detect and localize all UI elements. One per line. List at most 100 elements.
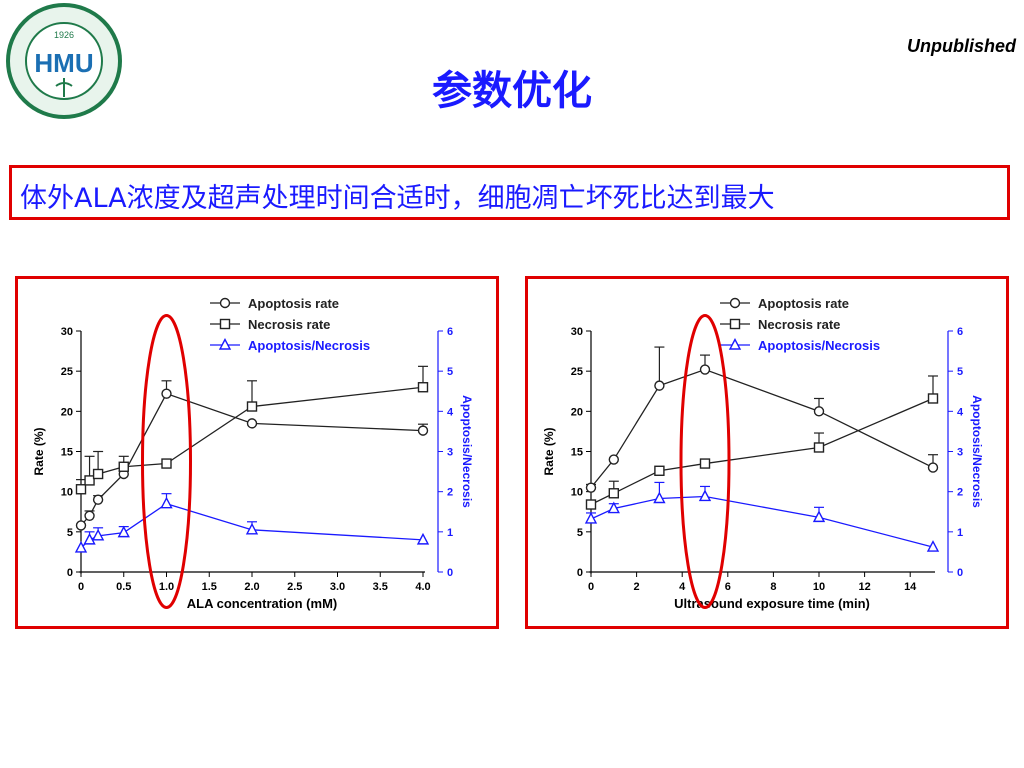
data-point <box>927 393 939 404</box>
legend-entry: Apoptosis rate <box>248 296 339 311</box>
y2-axis-label: Apoptosis/Necrosis <box>460 395 474 508</box>
chart-panel-ultrasound: 0 5 10 15 20 25 30 0 1 2 3 4 5 6 0 2 4 6 8 10 12 14 Ultrasound… <box>525 276 1009 629</box>
data-point <box>84 475 95 486</box>
legend-marker <box>729 318 741 330</box>
data-point <box>607 501 620 514</box>
y-tick-label: 0 <box>577 567 583 579</box>
y2-tick-label: 6 <box>957 326 963 338</box>
y2-tick-label: 2 <box>957 487 963 499</box>
data-point <box>416 532 430 545</box>
y-tick-label: 30 <box>61 326 73 338</box>
data-point <box>117 525 130 538</box>
data-point <box>813 442 825 453</box>
data-point <box>160 496 173 509</box>
y-tick-label: 10 <box>571 487 583 499</box>
data-point <box>83 532 96 545</box>
data-point <box>927 462 939 473</box>
x-tick-label: 3.5 <box>373 581 388 593</box>
y-axis-label: Rate (%) <box>542 427 556 475</box>
highlight-ellipse <box>679 314 731 609</box>
data-point <box>161 458 172 469</box>
data-point <box>654 465 665 476</box>
data-point <box>245 522 259 535</box>
data-point <box>699 458 711 469</box>
x-tick-label: 8 <box>770 581 776 593</box>
data-point <box>118 461 129 472</box>
y-tick-label: 25 <box>571 366 583 378</box>
svg-text:HMU: HMU <box>34 48 93 78</box>
legend-marker <box>729 297 741 309</box>
callout-text: 体外ALA浓度及超声处理时间合适时，细胞凋亡坏死比达到最大 <box>20 183 775 214</box>
data-point <box>653 491 666 504</box>
data-point <box>75 520 87 531</box>
legend-entry: Necrosis rate <box>248 317 330 332</box>
x-tick-label: 4 <box>679 581 686 593</box>
x-tick-label: 2.5 <box>287 581 302 593</box>
data-point <box>417 425 429 436</box>
x-tick-label: 0 <box>588 581 594 593</box>
data-point <box>74 540 88 553</box>
data-point <box>246 401 258 412</box>
data-point <box>92 494 104 505</box>
university-logo: 1926 HMU <box>4 2 124 120</box>
x-tick-label: 0.5 <box>116 581 131 593</box>
data-point <box>92 468 104 480</box>
y2-tick-label: 5 <box>957 366 963 378</box>
data-point <box>585 499 597 510</box>
data-point <box>585 482 597 493</box>
x-axis-label: ALA concentration (mM) <box>187 596 337 611</box>
x-tick-label: 3.0 <box>330 581 345 593</box>
y-tick-label: 5 <box>67 527 73 539</box>
y2-tick-label: 1 <box>447 527 453 539</box>
data-point <box>654 380 665 391</box>
y-tick-label: 20 <box>571 406 583 418</box>
unpublished-label: Unpublished <box>907 36 1016 56</box>
y-tick-label: 0 <box>67 567 73 579</box>
highlight-ellipse <box>141 314 192 609</box>
y2-tick-label: 2 <box>447 487 453 499</box>
x-tick-label: 2 <box>634 581 640 593</box>
x-tick-label: 1.0 <box>159 581 174 593</box>
y2-tick-label: 6 <box>447 326 453 338</box>
y-tick-label: 20 <box>61 406 73 418</box>
legend-marker <box>218 337 232 350</box>
y-axis-label: Rate (%) <box>32 427 46 475</box>
data-point <box>699 364 711 375</box>
y2-tick-label: 1 <box>957 527 963 539</box>
y2-tick-label: 0 <box>957 567 963 579</box>
y2-tick-label: 3 <box>447 447 453 459</box>
page-title: 参数优化 <box>432 68 592 114</box>
y2-tick-label: 5 <box>447 366 453 378</box>
legend-entry: Necrosis rate <box>758 317 840 332</box>
legend-entry: Apoptosis rate <box>758 296 849 311</box>
y-tick-label: 15 <box>571 447 583 459</box>
legend-marker <box>219 297 231 309</box>
y2-tick-label: 4 <box>447 406 454 418</box>
legend-entry: Apoptosis/Necrosis <box>248 338 370 353</box>
x-tick-label: 2.0 <box>244 581 259 593</box>
callout-box <box>9 165 1010 220</box>
y2-tick-label: 4 <box>957 406 964 418</box>
legend-marker <box>728 337 742 350</box>
data-point <box>161 388 172 399</box>
x-tick-label: 6 <box>725 581 731 593</box>
data-point <box>608 488 620 499</box>
x-tick-label: 1.5 <box>202 581 217 593</box>
series-line <box>590 495 934 548</box>
data-point <box>417 382 429 393</box>
data-point <box>698 489 712 502</box>
y2-axis-label: Apoptosis/Necrosis <box>970 395 984 508</box>
data-point <box>75 484 87 495</box>
data-point <box>926 540 940 552</box>
x-tick-label: 14 <box>904 581 917 593</box>
data-point <box>812 510 826 523</box>
data-point <box>246 418 258 429</box>
data-point <box>91 528 105 541</box>
legend-marker <box>219 318 231 330</box>
chart-ala-concentration: 0 5 10 15 20 25 30 0 1 2 3 4 5 6 0 0.5 1.0 1.5 2.0 2.5 3.0 3.… <box>32 296 474 611</box>
x-tick-label: 0 <box>78 581 84 593</box>
x-axis-label: Ultrasound exposure time (min) <box>674 596 870 611</box>
series-line <box>590 368 934 489</box>
chart-panel-ala: 0 5 10 15 20 25 30 0 1 2 3 4 5 6 0 0.5 1.0 1.5 2.0 2.5 3.0 3.… <box>15 276 499 629</box>
